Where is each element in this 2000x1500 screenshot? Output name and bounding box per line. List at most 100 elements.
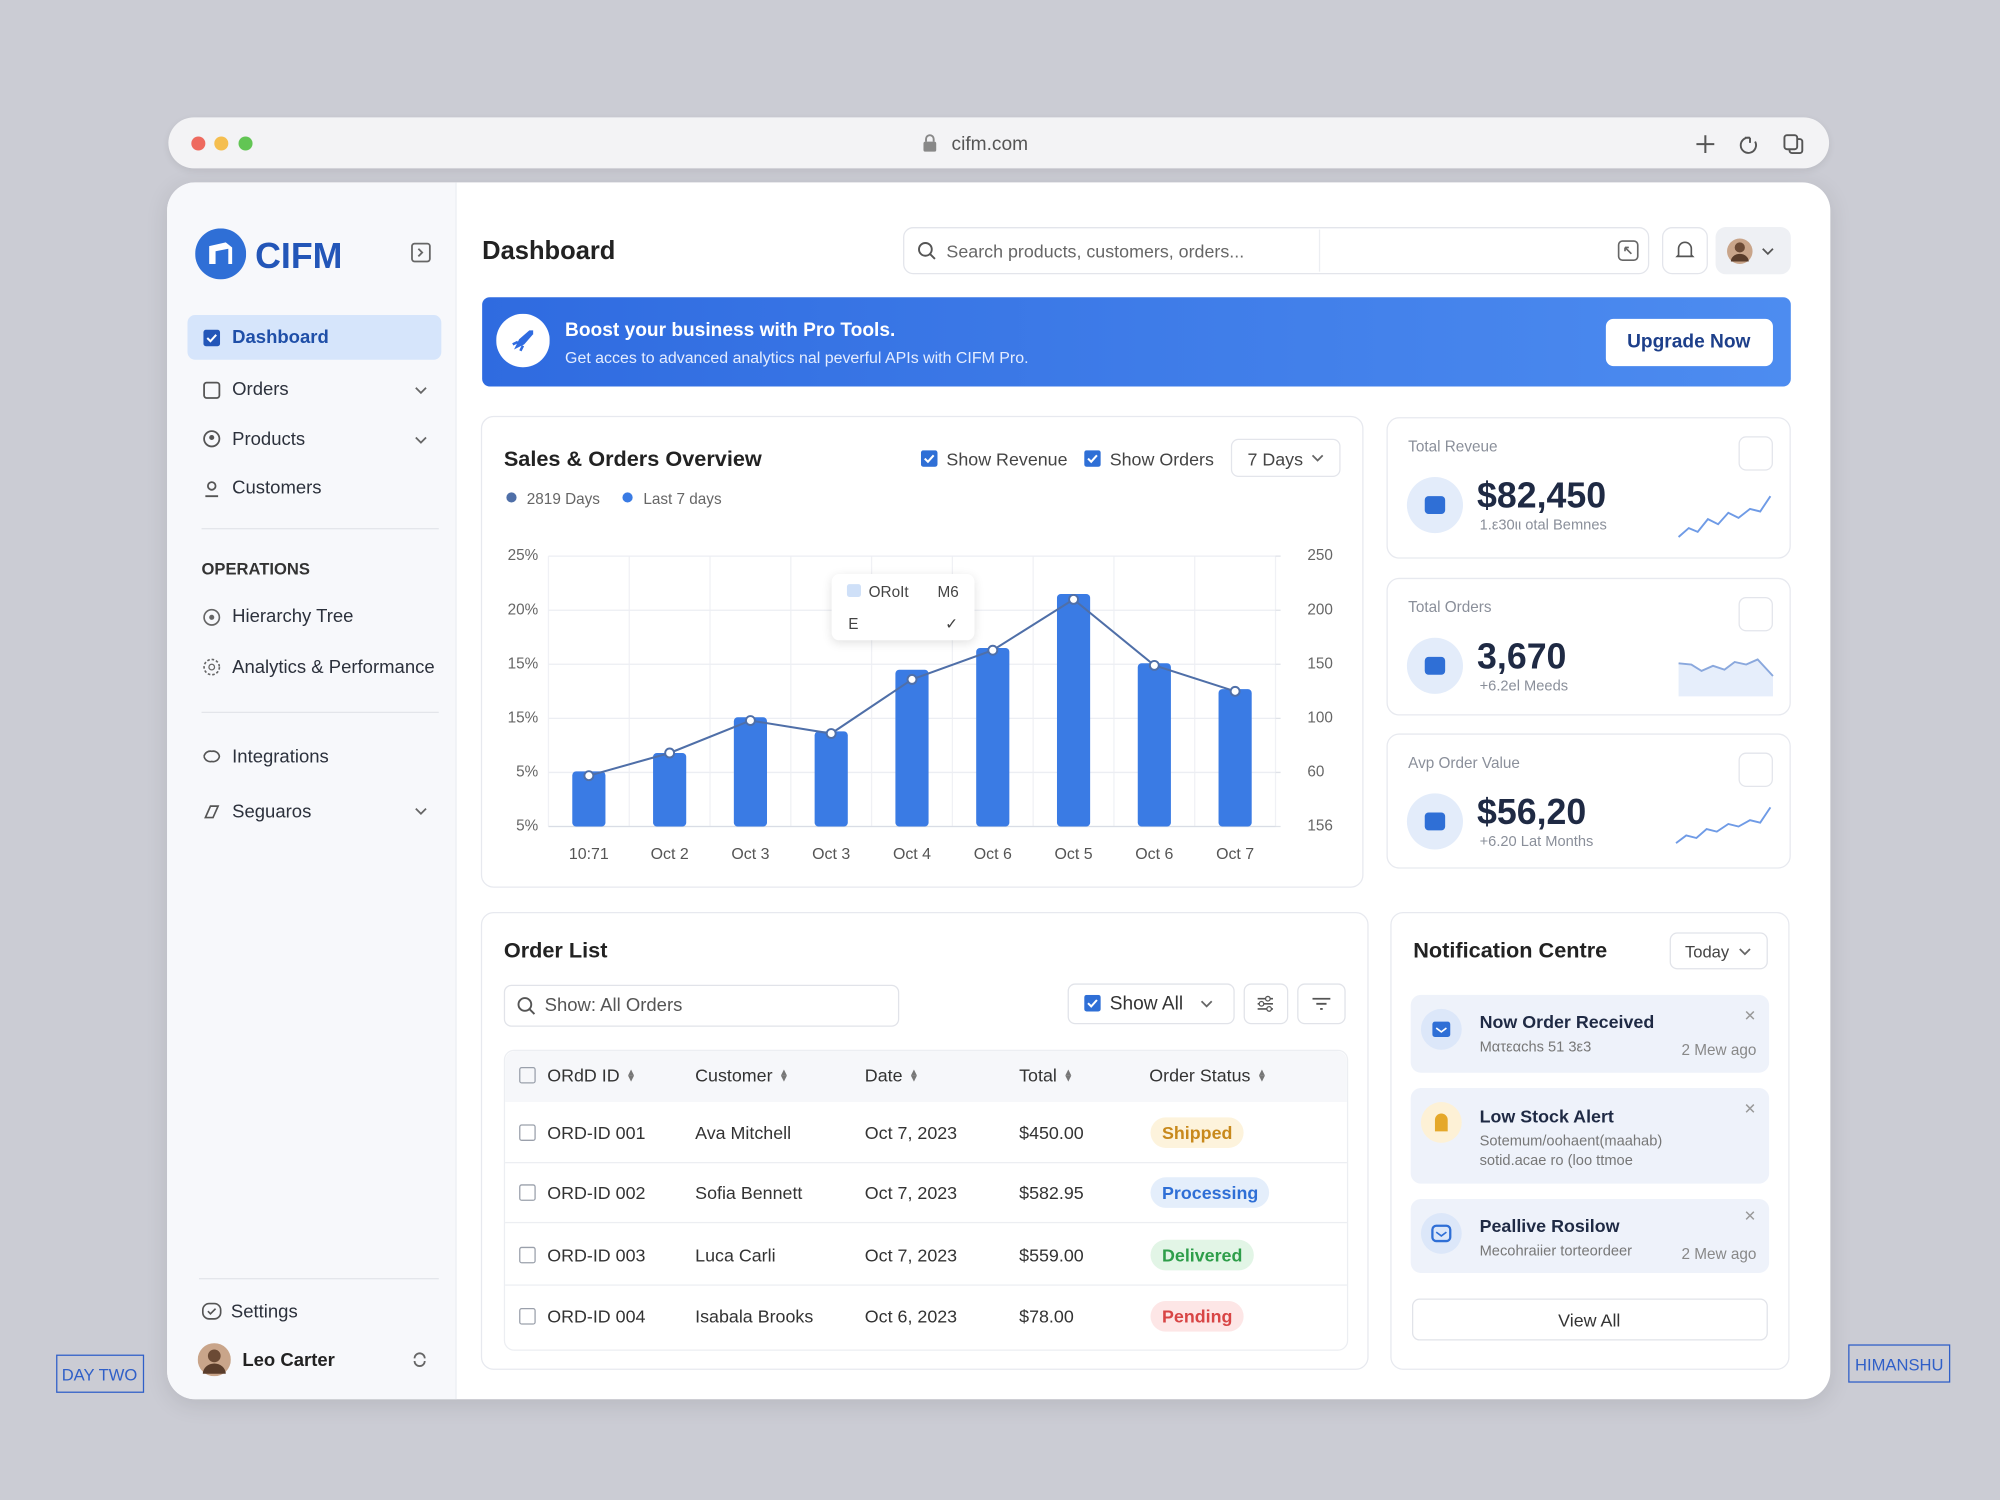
y2-tick-label: 100 [1307, 709, 1333, 726]
sort-arrows[interactable]: ▲ ▼ [1063, 1066, 1074, 1085]
kpi-sub: 1.ε30ιι otal Bemnes [1479, 518, 1607, 534]
toggle-checkbox[interactable] [1084, 450, 1101, 467]
row-checkbox[interactable] [519, 1184, 536, 1201]
row-separator [505, 1221, 1347, 1224]
bar [895, 669, 929, 827]
nav-item[interactable]: Customers [232, 477, 322, 499]
notification-heading: Peallive Rosilow [1479, 1215, 1620, 1236]
user-name[interactable]: Leo Carter [242, 1350, 335, 1371]
search-box[interactable] [903, 227, 1650, 275]
icon-part [1087, 999, 1098, 1008]
nav-item[interactable]: Analytics & Performance [232, 657, 435, 679]
view-all-label[interactable]: View All [1558, 1309, 1621, 1331]
icon-part [208, 663, 216, 671]
y2-tick-label: 150 [1307, 655, 1333, 672]
notification-text: Sotemum/oohaent(maahab) [1479, 1134, 1663, 1150]
settings-icon [201, 1302, 222, 1320]
toggle-label[interactable]: Show Revenue [946, 448, 1068, 470]
nav-item[interactable]: Hierarchy Tree [232, 606, 354, 628]
nav-item[interactable]: Seguaros [232, 801, 312, 823]
row-checkbox[interactable] [519, 1124, 536, 1141]
sort-arrows[interactable]: ▲ ▼ [625, 1066, 637, 1085]
icon-part [1678, 658, 1774, 677]
row-checkbox[interactable] [519, 1066, 536, 1084]
nav-icon [205, 481, 219, 498]
notification-item[interactable] [1410, 1198, 1770, 1273]
url[interactable]: cifm.com [951, 133, 1029, 155]
notification-title: Notification Centre [1413, 938, 1608, 963]
icon-part [1311, 454, 1324, 462]
view-all-button[interactable] [1411, 1298, 1768, 1341]
nav-icon [203, 608, 221, 626]
icon-part [207, 1349, 221, 1363]
kpi-action[interactable] [1738, 752, 1773, 787]
y-tick-label: 25% [508, 547, 539, 564]
notification-item[interactable] [1410, 1088, 1770, 1184]
upgrade-button[interactable] [1605, 318, 1773, 367]
switch-icon[interactable] [411, 1351, 429, 1369]
shortcut-icon[interactable] [1617, 240, 1639, 262]
notification-filter-label[interactable]: Today [1684, 941, 1730, 962]
column-button[interactable] [1243, 983, 1289, 1025]
kpi-action[interactable] [1738, 436, 1773, 471]
line-point [906, 674, 918, 685]
range-label[interactable]: 7 Days [1247, 448, 1304, 470]
notification-item[interactable] [1410, 994, 1770, 1073]
watermark: HIMANSHU [1855, 1355, 1944, 1375]
column-header[interactable]: ORdD ID [547, 1065, 620, 1086]
banner-title: Boost your business with Pro Tools. [565, 319, 896, 342]
order-search[interactable] [503, 984, 900, 1027]
nav-item[interactable]: Products [232, 429, 306, 450]
icon-part [207, 481, 217, 491]
filter-dropdown[interactable] [1067, 983, 1235, 1025]
range-dropdown[interactable] [1230, 438, 1341, 478]
toggle-checkbox[interactable] [920, 450, 938, 467]
notification-filter[interactable] [1669, 932, 1768, 970]
notification-heading: Low Stock Alert [1479, 1105, 1614, 1127]
sort-arrows[interactable]: ▲ ▼ [1256, 1066, 1267, 1085]
chevron[interactable] [413, 434, 428, 447]
settings[interactable]: Settings [230, 1301, 298, 1323]
icon-part [512, 340, 525, 352]
section-label: OPERATIONS [201, 559, 310, 579]
upgrade-button-label[interactable]: Upgrade Now [1627, 330, 1751, 353]
nav-active-bg[interactable] [187, 315, 442, 360]
nav-item[interactable]: Integrations [232, 747, 329, 768]
sort-arrows[interactable]: ▲ ▼ [908, 1066, 920, 1085]
collapse-icon[interactable] [411, 242, 431, 263]
icon-part [918, 242, 933, 257]
column-header[interactable]: Customer [695, 1065, 773, 1086]
kpi-icon-glyph [1424, 656, 1446, 675]
column-header[interactable]: Total [1019, 1065, 1057, 1086]
chevron[interactable] [413, 805, 428, 818]
row-checkbox[interactable] [519, 1308, 536, 1325]
browser-actions[interactable] [1694, 133, 1809, 156]
sort-button[interactable] [1297, 983, 1346, 1025]
icon-part [207, 1308, 217, 1315]
sort-arrows[interactable]: ▲ ▼ [778, 1066, 790, 1085]
bell-button[interactable] [1661, 227, 1708, 275]
chart-title: Sales & Orders Overview [503, 447, 762, 472]
nav-item[interactable]: Dashboard [232, 327, 329, 348]
row-checkbox[interactable] [519, 1246, 536, 1264]
icon-part [1678, 659, 1773, 697]
table-cell: ORD-ID 003 [547, 1244, 646, 1266]
toggle-label[interactable]: Show Orders [1109, 448, 1214, 470]
icon-part [1266, 1005, 1273, 1012]
user-avatar[interactable] [197, 1343, 231, 1377]
banner-text: Get acces to advanced analytics nal peve… [565, 349, 1029, 368]
status-pill: Delivered [1150, 1239, 1254, 1271]
kpi-action[interactable] [1738, 596, 1773, 632]
line-point [987, 644, 999, 656]
nav-item[interactable]: Orders [232, 379, 289, 401]
column-header[interactable]: Date [864, 1065, 903, 1086]
chevron[interactable] [413, 384, 428, 397]
filter-label[interactable]: Show All [1109, 992, 1184, 1015]
icon-part [411, 242, 431, 263]
table-cell: ORD-ID 004 [547, 1306, 646, 1327]
table-cell: Isabala Brooks [695, 1306, 814, 1327]
icon-part [204, 805, 220, 819]
icon-part [1200, 1000, 1213, 1008]
column-header[interactable]: Order Status [1149, 1065, 1251, 1086]
